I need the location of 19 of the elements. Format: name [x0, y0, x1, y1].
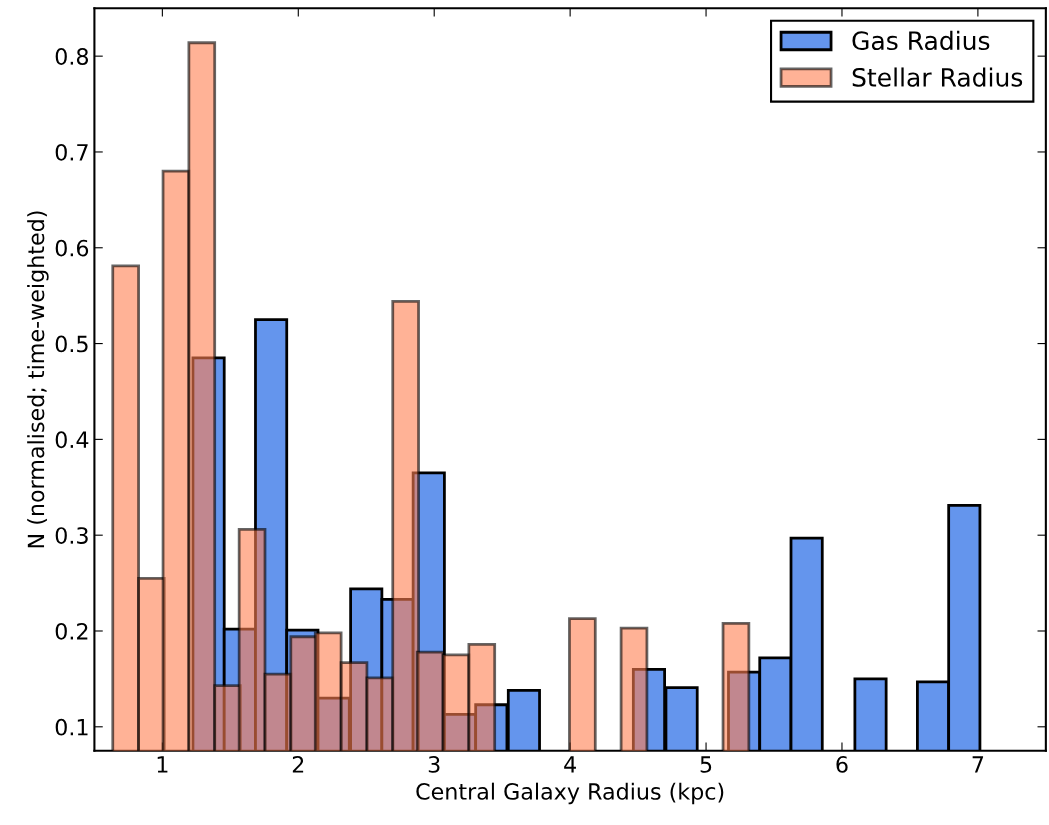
x-axis-title: Central Galaxy Radius (kpc): [416, 782, 724, 805]
x-tick-label: 2: [292, 756, 304, 773]
y-tick-label: 0.6: [55, 239, 89, 257]
y-tick-label: 0.3: [55, 527, 88, 544]
x-tick-label: 5: [700, 756, 712, 773]
y-tick-label: 0.2: [55, 622, 88, 640]
legend-label: Stellar Radius: [852, 67, 1023, 87]
y-axis-title: N (normalised; time-weighted): [27, 211, 49, 548]
legend-label: Gas Radius: [852, 30, 990, 51]
y-tick-label: 0.4: [55, 431, 89, 449]
y-tick-label: 0.8: [55, 48, 89, 65]
x-tick-label: 7: [972, 756, 984, 773]
y-tick-label: 0.1: [55, 718, 88, 736]
x-tick-label: 3: [428, 756, 440, 773]
x-tick-label: 6: [836, 756, 848, 773]
x-tick-label: 1: [157, 756, 168, 773]
x-tick-label: 4: [564, 756, 576, 773]
y-tick-label: 0.7: [55, 143, 88, 161]
y-tick-label: 0.5: [55, 335, 88, 353]
